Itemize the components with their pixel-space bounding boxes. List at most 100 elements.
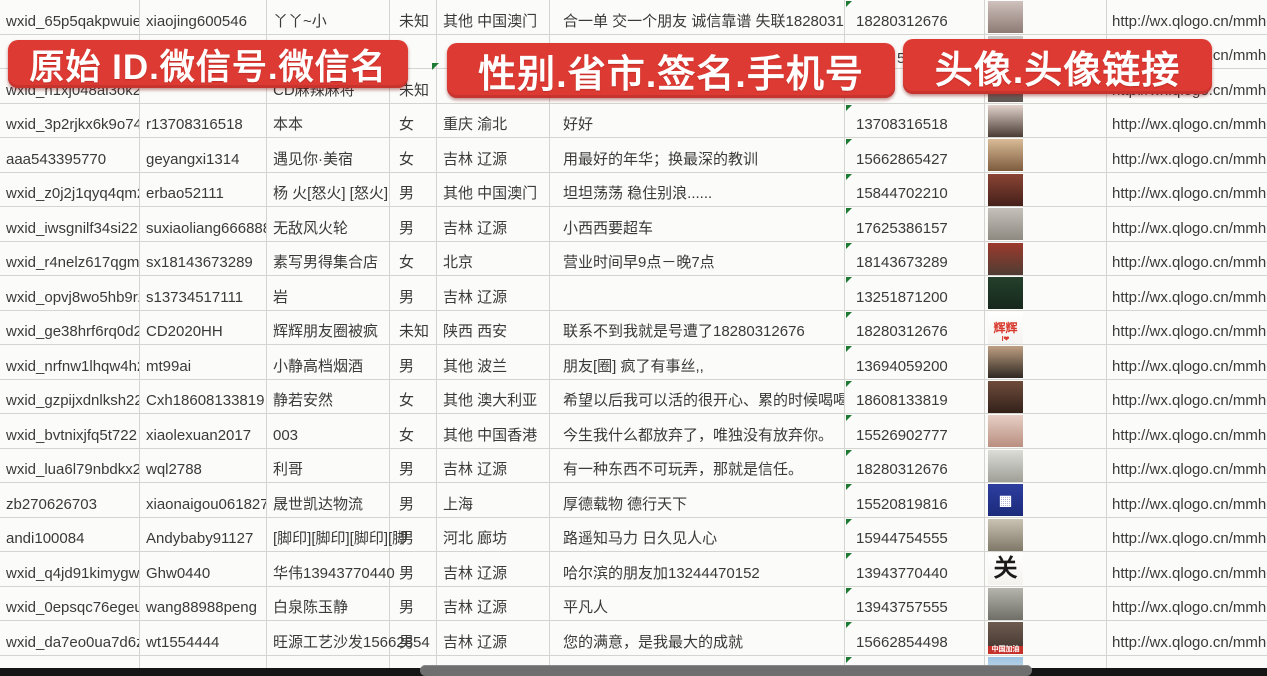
cell-weixin_id[interactable]: xiaolexuan2017 [140, 414, 267, 449]
cell-name[interactable]: 杨 火[怒火] [怒火] [267, 172, 390, 207]
cell-gender[interactable]: 男 [390, 517, 437, 552]
cell-url[interactable]: http://wx.qlogo.cn/mmhead [1107, 104, 1267, 138]
cell-phone[interactable]: 18143673289 [845, 241, 985, 276]
cell-province[interactable]: 其他 中国澳门 [437, 0, 550, 35]
cell-weixin_id[interactable]: wang88988peng [140, 586, 267, 621]
cell-province[interactable]: 其他 澳大利亚 [437, 379, 550, 414]
cell-signature[interactable]: 平凡人 [550, 586, 845, 621]
cell-signature[interactable]: 路遥知马力 日久见人心 [550, 517, 845, 552]
cell-province[interactable]: 其他 波兰 [437, 345, 550, 380]
cell-weixin_id[interactable]: wql2788 [140, 448, 267, 483]
cell-phone[interactable]: 15520819816 [845, 483, 985, 518]
cell-weixin_id[interactable]: r13708316518 [140, 103, 267, 138]
cell-gender[interactable]: 男 [390, 345, 437, 380]
cell-name[interactable]: 本本 [267, 103, 390, 138]
cell-signature[interactable]: 用最好的年华；换最深的教训 [550, 138, 845, 173]
cell-name[interactable]: 华伟13943770440 [267, 552, 395, 587]
cell-url[interactable]: http://wx.qlogo.cn/mmhead [1107, 414, 1267, 449]
cell-weixin_id[interactable] [140, 655, 267, 676]
cell-weixin_id[interactable]: Andybaby91127 [140, 517, 267, 552]
cell-signature[interactable]: 小西西要超车 [550, 207, 845, 242]
cell-name[interactable]: 素写男得集合店 [267, 241, 390, 276]
cell-weixin_id[interactable]: xiaonaigou061827 [140, 483, 267, 518]
cell-province[interactable]: 河北 廊坊 [437, 517, 550, 552]
cell-gender[interactable]: 女 [390, 241, 437, 276]
cell-avatar[interactable] [985, 172, 1107, 207]
cell-avatar[interactable] [985, 379, 1107, 414]
cell-signature[interactable]: 朋友[圈] 疯了有事丝,, [550, 345, 845, 380]
cell-avatar[interactable] [985, 345, 1107, 380]
progress-handle[interactable] [420, 665, 1032, 676]
cell-avatar[interactable] [985, 517, 1107, 552]
cell-province[interactable]: 吉林 辽源 [437, 276, 550, 311]
cell-phone[interactable]: 17625386157 [845, 207, 985, 242]
cell-gender[interactable]: 未知 [390, 310, 437, 345]
cell-url[interactable]: http://wx.qlogo.cn/mmhead [1107, 345, 1267, 380]
cell-wxid[interactable]: wxid_iwsgnilf34si22 [0, 207, 140, 242]
cell-weixin_id[interactable]: geyangxi1314 [140, 138, 267, 173]
cell-weixin_id[interactable]: erbao52111 [140, 172, 267, 207]
cell-name[interactable]: 辉辉朋友圈被疯 [267, 310, 390, 345]
cell-wxid[interactable]: wxid_lua6l79nbdkx21 [0, 448, 140, 483]
cell-gender[interactable]: 男 [390, 448, 437, 483]
cell-url[interactable]: http://wx.qlogo.cn/mmhead [1107, 380, 1267, 414]
cell-url[interactable]: http://wx.qlogo.cn/mmhead [1107, 173, 1267, 207]
cell-avatar[interactable] [985, 448, 1107, 483]
cell-name[interactable]: 无敌风火轮 [267, 207, 390, 242]
cell-name[interactable]: 003 [267, 414, 390, 449]
cell-avatar[interactable] [985, 207, 1107, 242]
cell-gender[interactable]: 未知 [390, 0, 437, 35]
cell-province[interactable]: 吉林 辽源 [437, 621, 550, 656]
cell-signature[interactable] [550, 276, 845, 311]
cell-avatar[interactable]: 关 [985, 552, 1107, 587]
cell-phone[interactable]: 18608133819 [845, 379, 985, 414]
cell-gender[interactable]: 女 [390, 379, 437, 414]
cell-signature[interactable]: 今生我什么都放弃了，唯独没有放弃你。 [550, 414, 845, 449]
cell-province[interactable]: 吉林 辽源 [437, 138, 550, 173]
cell-phone[interactable]: 18280312676 [845, 0, 985, 35]
cell-phone[interactable]: 13251871200 [845, 276, 985, 311]
cell-name[interactable]: 白泉陈玉静 [267, 586, 390, 621]
cell-url[interactable]: http://wx.qlogo.cn/mmhead [1107, 276, 1267, 311]
cell-name[interactable]: 利哥 [267, 448, 390, 483]
cell-signature[interactable]: 厚德载物 德行天下 [550, 483, 845, 518]
cell-gender[interactable]: 男 [390, 621, 437, 656]
cell-name[interactable]: 丫丫~小 [267, 0, 390, 35]
cell-avatar[interactable]: 辉辉 I❤ [985, 310, 1107, 345]
cell-name[interactable]: [脚印][脚印][脚印][脚 [267, 517, 407, 552]
cell-gender[interactable]: 男 [390, 276, 437, 311]
cell-province[interactable]: 吉林 辽源 [437, 552, 550, 587]
cell-gender[interactable]: 男 [390, 172, 437, 207]
cell-avatar[interactable]: 中国加油 [985, 621, 1107, 656]
cell-signature[interactable]: 您的满意，是我最大的成就 [550, 621, 845, 656]
cell-signature[interactable]: 坦坦荡荡 稳住别浪...... [550, 172, 845, 207]
cell-phone[interactable]: 18280312676 [845, 310, 985, 345]
cell-avatar[interactable] [985, 138, 1107, 173]
cell-avatar[interactable] [985, 103, 1107, 138]
cell-url[interactable]: http://wx.qlogo.cn/mmhead [1107, 483, 1267, 518]
cell-wxid[interactable]: wxid_ge38hrf6rq0d22 [0, 310, 140, 345]
cell-phone[interactable]: 15944754555 [845, 517, 985, 552]
cell-signature[interactable]: 哈尔滨的朋友加13244470152 [550, 552, 845, 587]
cell-url[interactable]: http://wx.qlogo.cn/mmhead [1107, 242, 1267, 276]
cell-url[interactable]: http://wx.qlogo.cn/mmhead [1107, 621, 1267, 656]
cell-province[interactable]: 吉林 辽源 [437, 586, 550, 621]
cell-gender[interactable] [390, 34, 437, 69]
cell-avatar[interactable] [985, 0, 1107, 35]
cell-wxid[interactable]: wxid_r4nelz617qgm12 [0, 241, 140, 276]
cell-wxid[interactable]: wxid_opvj8wo5hb9r22 [0, 276, 140, 311]
cell-gender[interactable]: 男 [390, 207, 437, 242]
cell-weixin_id[interactable]: mt99ai [140, 345, 267, 380]
cell-name[interactable]: 旺源工艺沙发15662854 [267, 621, 430, 656]
cell-gender[interactable]: 女 [390, 138, 437, 173]
cell-phone[interactable]: 13943770440 [845, 552, 985, 587]
cell-phone[interactable]: 15662854498 [845, 621, 985, 656]
cell-weixin_id[interactable]: Cxh18608133819 [140, 379, 267, 414]
cell-wxid[interactable]: wxid_bvtnixjfq5t722 [0, 414, 140, 449]
cell-gender[interactable]: 女 [390, 414, 437, 449]
cell-province[interactable]: 其他 中国香港 [437, 414, 550, 449]
cell-phone[interactable]: 18280312676 [845, 448, 985, 483]
cell-name[interactable]: 静若安然 [267, 379, 390, 414]
cell-name[interactable]: 岩 [267, 276, 390, 311]
cell-province[interactable]: 重庆 渝北 [437, 103, 550, 138]
